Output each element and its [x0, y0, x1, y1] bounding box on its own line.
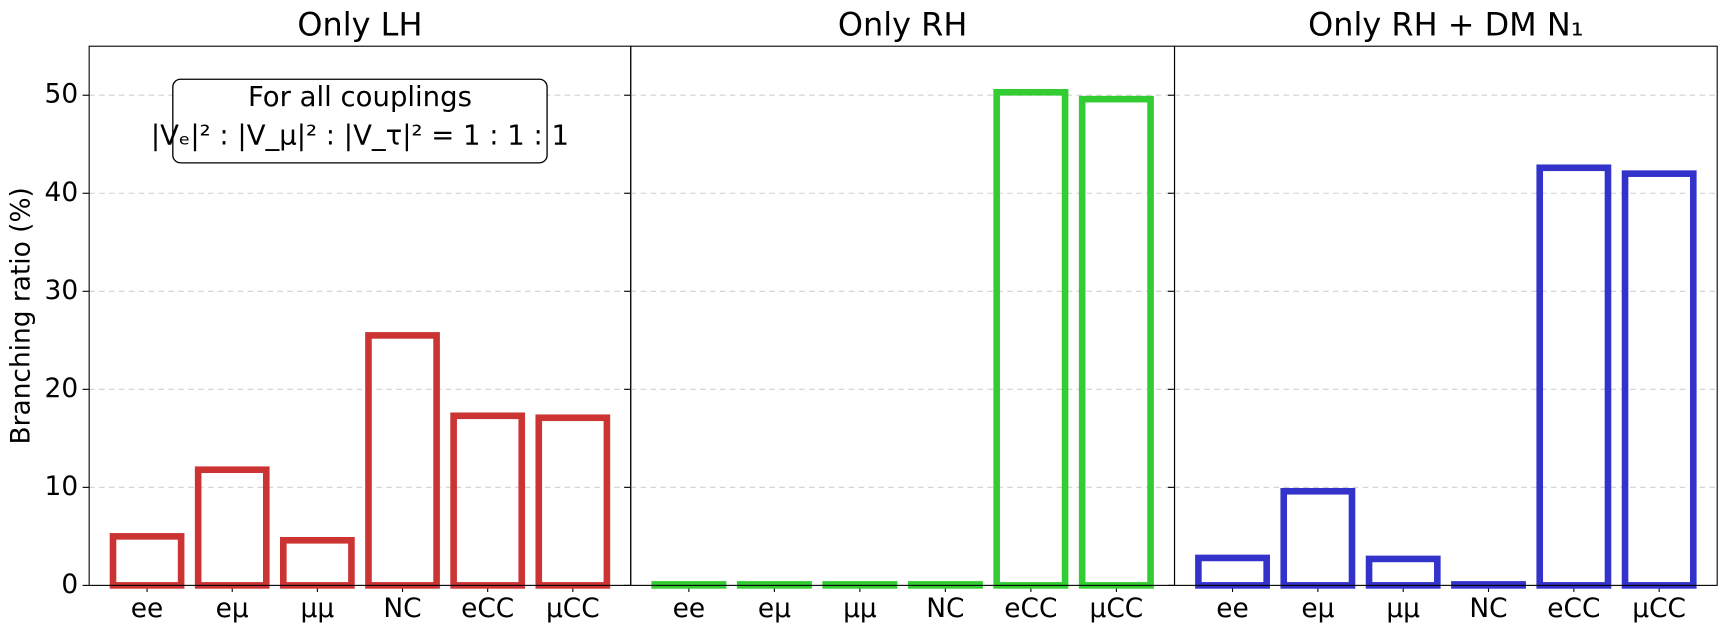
bar	[450, 412, 526, 589]
x-tick-label: μCC	[1632, 593, 1686, 624]
x-tick-label: eCC	[1004, 593, 1057, 624]
bar	[1280, 487, 1356, 589]
annotation: |Vₑ|² : |V_μ|² : |V_τ|² = 1 : 1 : 1	[151, 119, 569, 151]
y-tick-label: 40	[45, 177, 79, 208]
x-tick-label: μμ	[1386, 593, 1420, 624]
bar	[1078, 95, 1154, 589]
x-tick-label: ee	[673, 593, 706, 624]
y-tick-label: 30	[45, 275, 79, 306]
x-tick-label: eμ	[1301, 593, 1334, 624]
y-axis-label: Branching ratio (%)	[6, 187, 37, 444]
x-tick-label: μCC	[1090, 593, 1144, 624]
plot-frame	[630, 45, 1176, 586]
bar	[109, 533, 185, 589]
x-tick-label: eCC	[461, 593, 514, 624]
y-tick-label: 20	[45, 373, 79, 404]
x-tick-label: eμ	[758, 593, 791, 624]
bar	[365, 332, 440, 589]
x-tick-label: NC	[383, 593, 421, 624]
chart-title: Only RH	[838, 5, 967, 43]
annotation-box	[172, 78, 548, 164]
y-tick-label: 50	[45, 79, 79, 110]
bar	[1621, 170, 1697, 589]
x-tick-label: ee	[1216, 593, 1249, 624]
bar	[1195, 554, 1270, 589]
bar	[280, 536, 355, 589]
bar	[1536, 164, 1612, 589]
bar	[993, 88, 1069, 589]
y-tick-label: 10	[45, 471, 79, 502]
annotation: For all couplings	[248, 81, 472, 113]
chart-title: Only LH	[297, 5, 422, 43]
y-tick-label: 0	[61, 569, 78, 600]
x-tick-label: NC	[926, 593, 964, 624]
plot-frame	[1173, 45, 1718, 586]
bar	[1365, 555, 1441, 589]
x-tick-label: eCC	[1547, 593, 1600, 624]
x-tick-label: NC	[1469, 593, 1507, 624]
x-tick-label: ee	[131, 593, 164, 624]
x-tick-label: μμ	[301, 593, 335, 624]
x-tick-label: μμ	[843, 593, 877, 624]
x-tick-label: eμ	[216, 593, 249, 624]
chart-title: Only RH + DM N₁	[1308, 5, 1583, 43]
bar	[535, 414, 611, 589]
x-tick-label: μCC	[546, 593, 600, 624]
